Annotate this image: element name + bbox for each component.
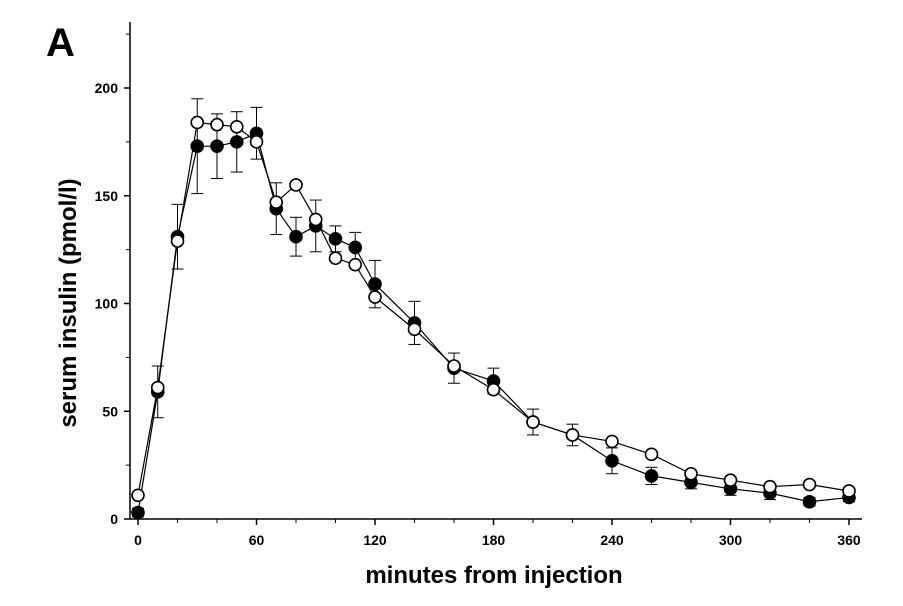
data-point-filled xyxy=(229,135,244,149)
data-point-open xyxy=(131,488,145,503)
data-point-open xyxy=(210,117,224,132)
data-point-open xyxy=(150,380,165,395)
y-tick-label: 200 xyxy=(95,80,119,96)
data-point-open xyxy=(289,178,303,192)
x-tick-label: 120 xyxy=(363,532,387,548)
data-point-filled xyxy=(368,277,382,291)
x-tick-label: 60 xyxy=(249,532,265,548)
data-point-open xyxy=(229,119,244,134)
data-point-open xyxy=(802,477,817,492)
y-tick-label: 0 xyxy=(110,511,118,527)
series-line xyxy=(137,121,850,496)
data-point-open xyxy=(486,382,501,397)
y-tick-label: 150 xyxy=(95,188,119,204)
x-tick-label: 0 xyxy=(134,532,142,548)
data-point-open xyxy=(644,447,659,462)
data-point-open xyxy=(269,195,284,210)
data-point-open xyxy=(763,479,777,494)
data-point-filled xyxy=(328,232,343,246)
y-tick-label: 100 xyxy=(95,296,119,312)
x-axis-ticks: 0 60 120 180 240 300 360 xyxy=(134,519,861,548)
x-axis-title: minutes from injection xyxy=(365,562,622,589)
data-point-filled xyxy=(190,139,205,153)
plot-area xyxy=(131,98,856,520)
chart-axes xyxy=(129,22,862,520)
data-point-open xyxy=(407,322,422,337)
data-point-open xyxy=(842,484,856,498)
data-point-open xyxy=(348,257,363,272)
data-point-filled xyxy=(210,139,224,153)
data-point-filled xyxy=(131,505,145,520)
data-point-open xyxy=(684,466,698,481)
data-point-open xyxy=(190,115,205,130)
data-point-open xyxy=(328,251,343,266)
data-point-open xyxy=(526,415,540,429)
data-point-open xyxy=(249,135,264,149)
data-point-filled xyxy=(348,240,363,255)
data-point-open xyxy=(565,428,580,442)
x-tick-label: 360 xyxy=(837,532,861,548)
data-point-filled xyxy=(605,454,619,468)
data-point-filled xyxy=(644,469,659,483)
data-point-open xyxy=(447,359,461,373)
series-line xyxy=(137,132,850,513)
data-point-open xyxy=(170,234,185,248)
y-axis-title: serum insulin (pmol/l) xyxy=(55,178,82,427)
data-point-filled xyxy=(802,494,817,509)
data-point-open xyxy=(723,473,738,488)
data-point-open xyxy=(308,212,323,227)
data-point-filled xyxy=(289,229,303,244)
x-tick-label: 180 xyxy=(482,532,506,548)
y-axis-ticks: 0 50 100 150 200 xyxy=(95,33,130,527)
data-point-open xyxy=(605,434,619,449)
y-tick-label: 50 xyxy=(102,403,118,419)
panel-letter: A xyxy=(46,21,75,65)
x-tick-label: 240 xyxy=(600,532,624,548)
x-tick-label: 300 xyxy=(719,532,743,548)
data-point-open xyxy=(368,290,382,304)
